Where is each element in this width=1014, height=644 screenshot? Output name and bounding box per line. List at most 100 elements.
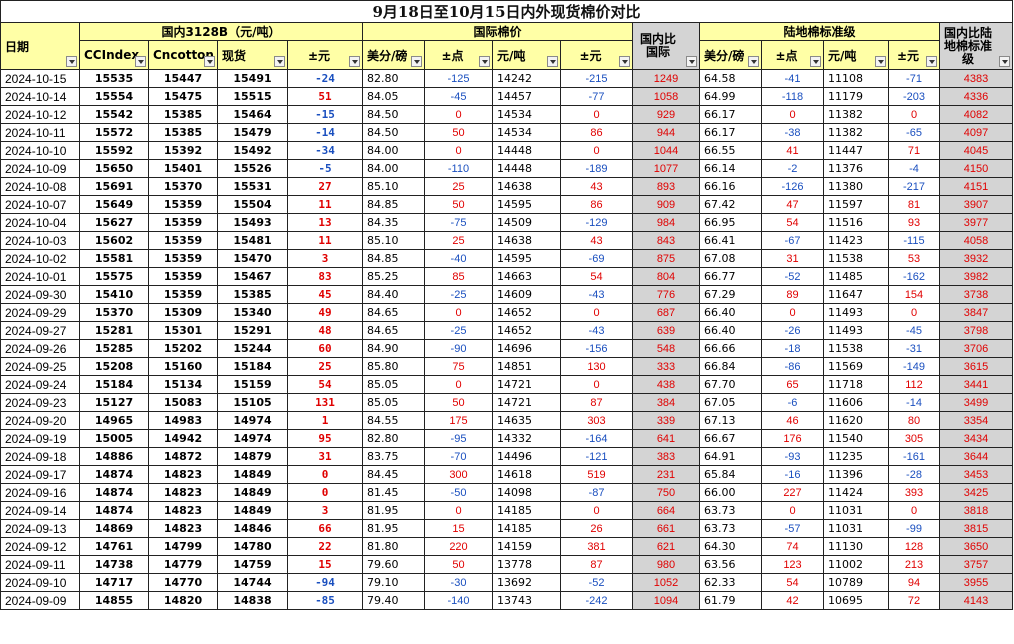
cell-upland-rmb[interactable]: 11540: [823, 429, 889, 448]
cell-upland-points[interactable]: 41: [761, 141, 824, 160]
cell-dom-change[interactable]: -24: [287, 69, 363, 88]
cell-cci[interactable]: 14874: [79, 501, 149, 520]
cell-spot[interactable]: 14744: [217, 573, 288, 592]
cell-spot[interactable]: 14849: [217, 501, 288, 520]
cell-dom-change[interactable]: 95: [287, 429, 363, 448]
filter-dropdown-icon[interactable]: [748, 56, 759, 67]
cell-date[interactable]: 2024-09-10: [0, 573, 80, 592]
cell-intl-usc[interactable]: 79.10: [362, 573, 425, 592]
cell-upland-change[interactable]: 80: [888, 411, 940, 430]
cell-intl-usc[interactable]: 82.80: [362, 429, 425, 448]
cell-cncotton[interactable]: 15385: [148, 105, 218, 124]
cell-intl-change[interactable]: -43: [560, 285, 633, 304]
cell-intl-change[interactable]: -156: [560, 339, 633, 358]
cell-upland-points[interactable]: -118: [761, 87, 824, 106]
cell-intl-change[interactable]: -43: [560, 321, 633, 340]
cell-intl-points[interactable]: 300: [424, 465, 493, 484]
cell-spot[interactable]: 14780: [217, 537, 288, 556]
cell-dom-change[interactable]: 31: [287, 447, 363, 466]
cell-upland-rmb[interactable]: 11396: [823, 465, 889, 484]
cell-spot[interactable]: 14974: [217, 411, 288, 430]
cell-intl-points[interactable]: 50: [424, 555, 493, 574]
cell-date[interactable]: 2024-10-02: [0, 249, 80, 268]
cell-upland-points[interactable]: -2: [761, 159, 824, 178]
cell-intl-change[interactable]: 86: [560, 123, 633, 142]
cell-upland-points[interactable]: 176: [761, 429, 824, 448]
cell-cci[interactable]: 15554: [79, 87, 149, 106]
cell-upland-points[interactable]: -18: [761, 339, 824, 358]
cell-intl-usc[interactable]: 81.80: [362, 537, 425, 556]
cell-upland-points[interactable]: -57: [761, 519, 824, 538]
cell-upland-rmb[interactable]: 11031: [823, 501, 889, 520]
cell-cncotton[interactable]: 15475: [148, 87, 218, 106]
cell-intl-rmb[interactable]: 14457: [492, 87, 561, 106]
cell-date[interactable]: 2024-10-03: [0, 231, 80, 250]
cell-spread-upland[interactable]: 3650: [938, 537, 1014, 556]
cell-spread-intl[interactable]: 333: [632, 357, 700, 376]
cell-intl-rmb[interactable]: 14638: [492, 177, 561, 196]
cell-intl-points[interactable]: -90: [424, 339, 493, 358]
cell-intl-points[interactable]: 0: [424, 375, 493, 394]
cell-upland-usc[interactable]: 66.95: [699, 213, 762, 232]
cell-dom-change[interactable]: -34: [287, 141, 363, 160]
cell-date[interactable]: 2024-09-09: [0, 591, 80, 610]
cell-spread-upland[interactable]: 3453: [938, 465, 1014, 484]
cell-cci[interactable]: 15542: [79, 105, 149, 124]
cell-upland-usc[interactable]: 67.05: [699, 393, 762, 412]
cell-intl-points[interactable]: -125: [424, 69, 493, 88]
cell-upland-rmb[interactable]: 11597: [823, 195, 889, 214]
cell-upland-change[interactable]: -161: [888, 447, 940, 466]
cell-date[interactable]: 2024-09-30: [0, 285, 80, 304]
cell-upland-rmb[interactable]: 11380: [823, 177, 889, 196]
cell-upland-usc[interactable]: 66.16: [699, 177, 762, 196]
cell-spread-intl[interactable]: 1077: [632, 159, 700, 178]
cell-upland-usc[interactable]: 66.14: [699, 159, 762, 178]
cell-cncotton[interactable]: 15359: [148, 249, 218, 268]
cell-intl-usc[interactable]: 85.10: [362, 177, 425, 196]
cell-dom-change[interactable]: 49: [287, 303, 363, 322]
cell-spot[interactable]: 15492: [217, 141, 288, 160]
cell-spot[interactable]: 15340: [217, 303, 288, 322]
cell-spread-upland[interactable]: 3907: [938, 195, 1014, 214]
cell-spread-upland[interactable]: 3706: [938, 339, 1014, 358]
cell-upland-usc[interactable]: 63.73: [699, 501, 762, 520]
cell-dom-change[interactable]: 0: [287, 465, 363, 484]
cell-upland-change[interactable]: -203: [888, 87, 940, 106]
cell-intl-usc[interactable]: 84.85: [362, 249, 425, 268]
cell-date[interactable]: 2024-09-14: [0, 501, 80, 520]
cell-spread-intl[interactable]: 661: [632, 519, 700, 538]
filter-dropdown-icon[interactable]: [479, 56, 490, 67]
cell-intl-rmb[interactable]: 14638: [492, 231, 561, 250]
cell-intl-change[interactable]: 43: [560, 231, 633, 250]
cell-intl-change[interactable]: 0: [560, 141, 633, 160]
cell-upland-points[interactable]: 89: [761, 285, 824, 304]
cell-spot[interactable]: 15291: [217, 321, 288, 340]
cell-intl-rmb[interactable]: 14448: [492, 141, 561, 160]
cell-upland-points[interactable]: -93: [761, 447, 824, 466]
cell-intl-rmb[interactable]: 14185: [492, 519, 561, 538]
cell-upland-usc[interactable]: 66.00: [699, 483, 762, 502]
cell-upland-change[interactable]: 128: [888, 537, 940, 556]
cell-cci[interactable]: 15581: [79, 249, 149, 268]
cell-cncotton[interactable]: 15359: [148, 195, 218, 214]
cell-cncotton[interactable]: 14983: [148, 411, 218, 430]
cell-upland-rmb[interactable]: 11423: [823, 231, 889, 250]
cell-upland-change[interactable]: -217: [888, 177, 940, 196]
cell-intl-change[interactable]: 87: [560, 393, 633, 412]
cell-upland-change[interactable]: -45: [888, 321, 940, 340]
cell-intl-rmb[interactable]: 14696: [492, 339, 561, 358]
filter-dropdown-icon[interactable]: [547, 56, 558, 67]
cell-intl-rmb[interactable]: 14496: [492, 447, 561, 466]
cell-upland-change[interactable]: -149: [888, 357, 940, 376]
cell-intl-points[interactable]: 85: [424, 267, 493, 286]
cell-upland-points[interactable]: -67: [761, 231, 824, 250]
cell-upland-points[interactable]: 0: [761, 303, 824, 322]
cell-spot[interactable]: 15504: [217, 195, 288, 214]
cell-cci[interactable]: 15575: [79, 267, 149, 286]
cell-upland-usc[interactable]: 66.40: [699, 303, 762, 322]
cell-intl-usc[interactable]: 84.90: [362, 339, 425, 358]
cell-intl-rmb[interactable]: 14652: [492, 321, 561, 340]
cell-spread-intl[interactable]: 1058: [632, 87, 700, 106]
cell-spread-intl[interactable]: 1249: [632, 69, 700, 88]
cell-spread-upland[interactable]: 4150: [938, 159, 1014, 178]
